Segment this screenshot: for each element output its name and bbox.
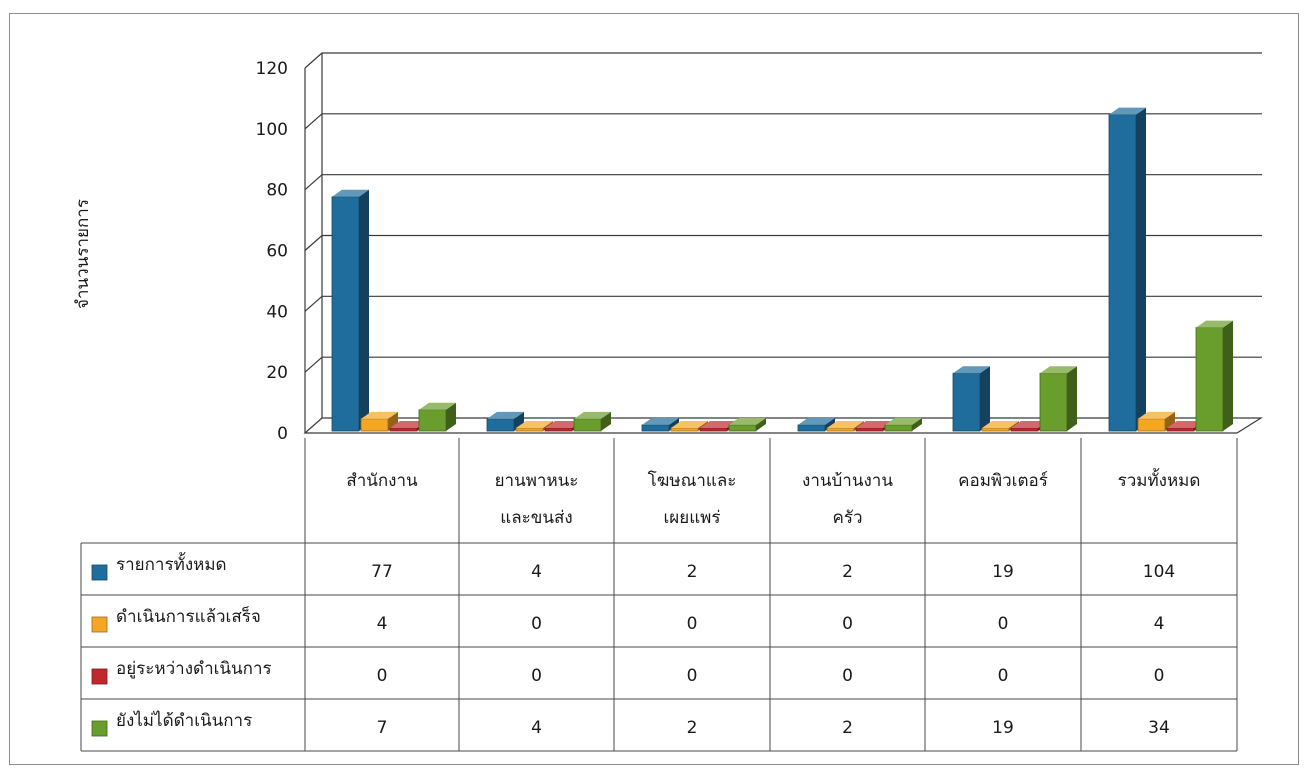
table-cell: 2 (687, 562, 698, 582)
table-cell: 4 (531, 562, 542, 582)
gridline (304, 234, 1262, 251)
legend-swatch (91, 616, 108, 633)
table-cell: 0 (1154, 666, 1165, 686)
chart-floor (303, 417, 1264, 434)
table-cell: 4 (377, 614, 388, 634)
bars (331, 107, 1233, 432)
gridline (304, 356, 1262, 373)
table-cell: 0 (687, 666, 698, 686)
category-label: งานบ้านงานครัว (802, 471, 893, 528)
table-cell: 0 (842, 666, 853, 686)
y-tick-label: 40 (266, 302, 288, 322)
table-cell: 19 (992, 562, 1014, 582)
bar (1195, 320, 1233, 432)
bar (331, 189, 369, 432)
category-label: คอมพิวเตอร์ (958, 471, 1048, 491)
category-label: ยานพาหนะและขนส่ง (495, 471, 579, 528)
category-label: รวมทั้งหมด (1118, 468, 1201, 491)
bar (884, 417, 922, 432)
gridline (304, 295, 1262, 312)
category-label: โฆษณาและเผยแพร่ (648, 470, 737, 528)
gridline (304, 174, 1262, 191)
y-tick-label: 100 (256, 120, 288, 140)
y-tick-label: 120 (256, 59, 288, 79)
legend-label: รายการทั้งหมด (116, 552, 227, 575)
table-cell: 0 (842, 614, 853, 634)
table-cell: 0 (377, 666, 388, 686)
bar (728, 417, 766, 432)
bar (1137, 411, 1175, 432)
chart-frame (9, 13, 1299, 765)
category-label: สำนักงาน (346, 471, 418, 491)
y-tick-label: 60 (266, 242, 288, 262)
table-cell: 0 (687, 614, 698, 634)
legend-label: ดำเนินการแล้วเสร็จ (116, 605, 261, 627)
y-tick-label: 0 (277, 424, 288, 444)
bar (486, 411, 524, 432)
bar (797, 417, 835, 432)
bar (1039, 366, 1077, 432)
table-cell: 0 (998, 614, 1009, 634)
y-tick-label: 20 (266, 363, 288, 383)
table-cell: 104 (1143, 562, 1175, 582)
bar (360, 411, 398, 432)
data-table: สำนักงาน ยานพาหนะและขนส่ง โฆษณาและเผยแพร่ ง… (80, 438, 1238, 752)
y-tick-label: 80 (266, 181, 288, 201)
table-cell: 34 (1148, 718, 1170, 738)
y-axis-ticks: 0 20 40 60 80 100 120 (256, 59, 288, 444)
legend-swatch (91, 720, 108, 737)
table-cell: 19 (992, 718, 1014, 738)
bar (573, 411, 611, 432)
legend-label: ยังไม่ได้ดำเนินการ (116, 710, 252, 731)
legend-swatch (91, 668, 108, 685)
y-axis-label: จำนวนรายการ (73, 199, 93, 309)
bar (952, 366, 990, 432)
table-cell: 77 (371, 562, 393, 582)
table-cell: 7 (377, 718, 388, 738)
table-cell: 4 (531, 718, 542, 738)
table-cell: 0 (531, 614, 542, 634)
table-cell: 2 (842, 718, 853, 738)
table-cell: 2 (842, 562, 853, 582)
legend-label: อยู่ระหว่างดำเนินการ (116, 659, 272, 679)
gridlines (303, 52, 1264, 434)
gridline (304, 113, 1262, 130)
table-cell: 4 (1154, 614, 1165, 634)
bar (1108, 107, 1146, 432)
legend-swatch (91, 564, 108, 581)
table-cell: 2 (687, 718, 698, 738)
gridline (304, 52, 1262, 69)
table-cell: 0 (531, 666, 542, 686)
bar (418, 402, 456, 432)
table-cell: 0 (998, 666, 1009, 686)
